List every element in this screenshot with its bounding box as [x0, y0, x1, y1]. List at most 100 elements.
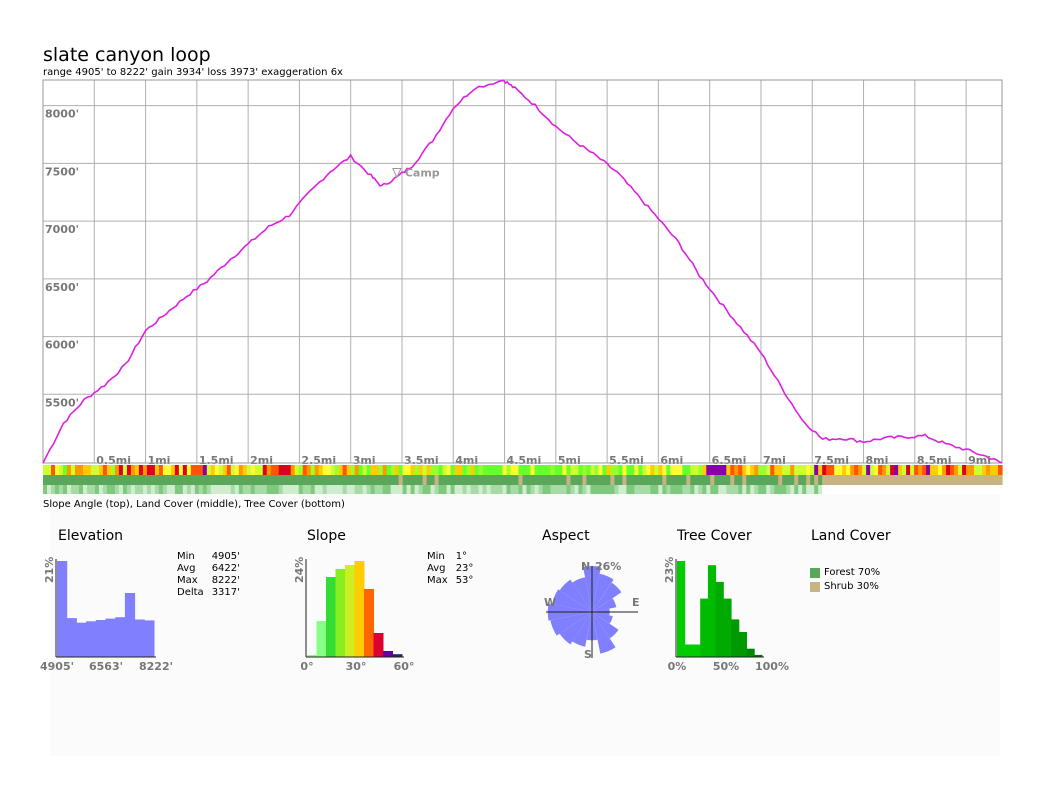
landcover-strip-cell — [774, 475, 779, 485]
treecover-strip-cell — [98, 485, 104, 494]
slope-strip-cell — [498, 465, 504, 475]
stat-value: 3317' — [211, 587, 240, 598]
stat-row: Avg 6422' — [177, 563, 248, 575]
treecover-strip-cell — [766, 485, 771, 494]
landcover-strip-cell — [626, 475, 631, 485]
landcover-strip-cell — [454, 475, 460, 485]
slope-strip-cell — [406, 465, 412, 475]
aspect-sector — [592, 612, 616, 654]
landcover-strip-cell — [62, 475, 68, 485]
landcover-strip-cell — [622, 475, 627, 485]
slope-strip-cell — [426, 465, 432, 475]
slope-strip-cell — [90, 465, 96, 475]
treecover-strip-cell — [538, 485, 544, 494]
slope-strip-cell — [474, 465, 480, 475]
treecover-strip-cell — [810, 485, 815, 494]
landcover-strip-cell — [106, 475, 112, 485]
slope-strip-cell — [322, 465, 328, 475]
slope-strip-cell — [762, 465, 767, 475]
treecover-strip-cell — [410, 485, 416, 494]
slope-strip-cell — [610, 465, 616, 475]
slope-strip-cell — [478, 465, 484, 475]
slope-strip-cell — [686, 465, 691, 475]
slope-strip-cell — [894, 465, 899, 475]
landcover-strip-cell — [934, 475, 939, 485]
landcover-strip-cell — [222, 475, 228, 485]
landcover-strip-cell — [47, 475, 52, 485]
treecover-strip-cell — [454, 485, 460, 494]
histogram-bar — [57, 561, 68, 657]
slope-strip-cell — [730, 465, 735, 475]
treecover-strip-cell — [226, 485, 232, 494]
landcover-strip-cell — [926, 475, 931, 485]
aspect-sector — [572, 577, 592, 612]
histogram-bar — [692, 644, 701, 657]
landcover-strip-cell — [394, 475, 400, 485]
landcover-strip-cell — [178, 475, 184, 485]
treecover-strip-cell — [750, 485, 755, 494]
treecover-strip-cell — [222, 485, 228, 494]
slope-strip-cell — [126, 465, 132, 475]
histogram-bar — [715, 581, 724, 657]
slope-strip-cell — [842, 465, 847, 475]
slope-strip-cell — [974, 465, 979, 475]
slope-strip-cell — [218, 465, 224, 475]
treecover-strip-cell — [246, 485, 252, 494]
treecover-strip-cell — [610, 485, 616, 494]
slope-strip-cell — [314, 465, 320, 475]
treecover-strip-cell — [322, 485, 328, 494]
stat-label: Avg — [177, 563, 196, 574]
slope-strip-cell — [114, 465, 120, 475]
aspect-direction-label: N — [581, 560, 590, 573]
treecover-strip-cell — [778, 485, 783, 494]
landcover-strip-cell — [942, 475, 947, 485]
stat-value: 1° — [455, 551, 468, 562]
landcover-strip-cell — [170, 475, 176, 485]
slope-strip-cell — [490, 465, 496, 475]
histogram-bar — [134, 619, 145, 657]
landcover-strip-cell — [446, 475, 452, 485]
treecover-strip-cell — [790, 485, 795, 494]
landcover-strip-cell — [346, 475, 352, 485]
slope-strip-cell — [390, 465, 396, 475]
treecover-strip-cell — [918, 485, 923, 494]
landcover-strip-cell — [326, 475, 332, 485]
treecover-strip-cell — [382, 485, 388, 494]
slope-strip-cell — [230, 465, 236, 475]
treecover-strip-cell — [414, 485, 420, 494]
treecover-strip-cell — [882, 485, 887, 494]
histogram-bar — [383, 651, 393, 657]
treecover-strip-cell — [378, 485, 384, 494]
landcover-strip-cell — [610, 475, 616, 485]
slope-strip-cell — [690, 465, 695, 475]
slope-strip-cell — [78, 465, 84, 475]
treecover-strip-cell — [546, 485, 552, 494]
slope-strip-cell — [766, 465, 771, 475]
slope-strip-cell — [750, 465, 755, 475]
histogram-bar — [105, 618, 116, 657]
landcover-strip-cell — [898, 475, 903, 485]
y-tick-label: 8000' — [45, 108, 79, 121]
landcover-strip-cell — [538, 475, 544, 485]
landcover-strip-cell — [770, 475, 775, 485]
slope-strip-cell — [874, 465, 879, 475]
treecover-strip-cell — [458, 485, 464, 494]
slope-strip-cell — [482, 465, 488, 475]
slope-strip-cell — [494, 465, 500, 475]
slope-strip-cell — [562, 465, 568, 475]
landcover-strip-cell — [194, 475, 200, 485]
landcover-strip-cell — [606, 475, 612, 485]
landcover-strip-cell — [338, 475, 344, 485]
treecover-strip-cell — [402, 485, 408, 494]
slope-strip-cell — [850, 465, 855, 475]
slope-strip-cell — [578, 465, 584, 475]
slope-strip-cell — [854, 465, 859, 475]
landcover-strip-cell — [738, 475, 743, 485]
slope-strip-cell — [454, 465, 460, 475]
landcover-strip-cell — [918, 475, 923, 485]
landcover-strip-cell — [226, 475, 232, 485]
treecover-strip-cell — [130, 485, 136, 494]
landcover-strip-cell — [510, 475, 516, 485]
landcover-strip-cell — [118, 475, 124, 485]
treecover-strip-cell — [574, 485, 580, 494]
